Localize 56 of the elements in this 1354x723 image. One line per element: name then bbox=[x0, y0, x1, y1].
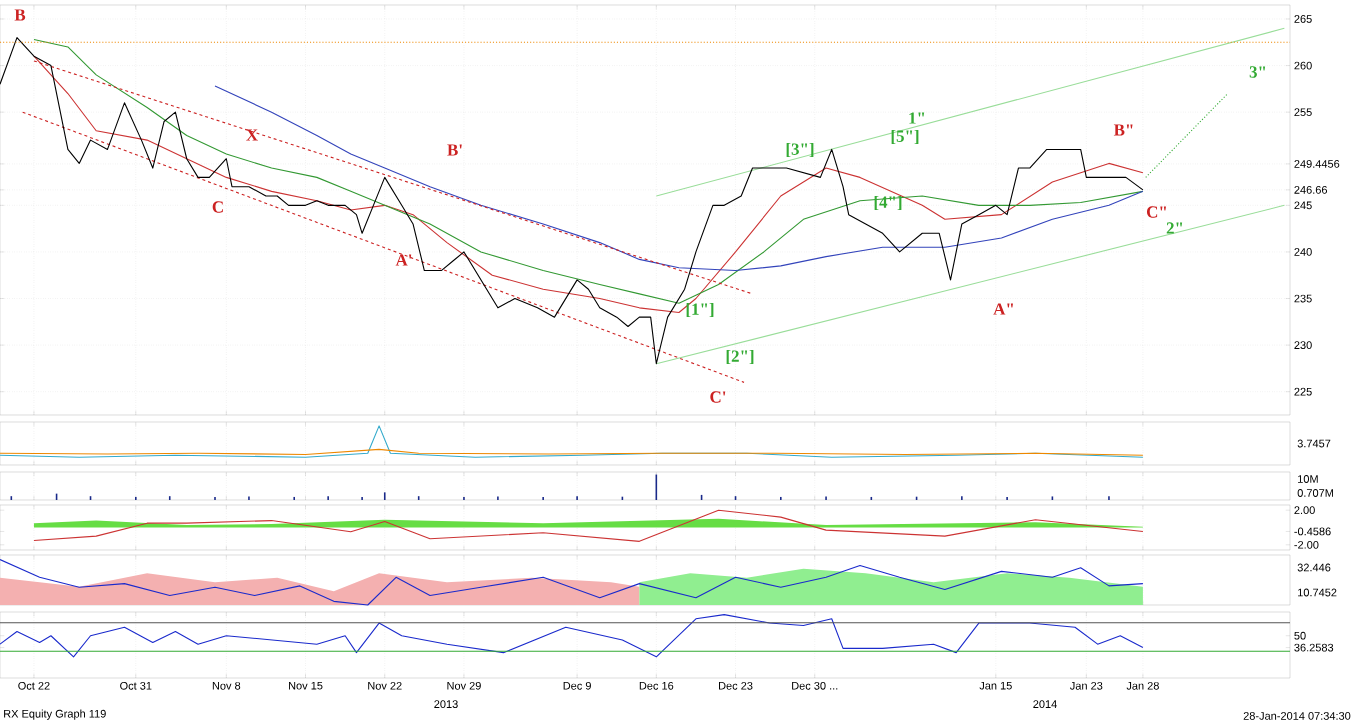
y-tick-label: 50 bbox=[1294, 631, 1306, 640]
line-series bbox=[33, 509, 1144, 542]
x-tick-label: Dec 23 bbox=[719, 681, 753, 690]
text: 2013 bbox=[434, 700, 458, 708]
y-tick-label: 230 bbox=[1294, 341, 1312, 350]
x-tick-label: Dec 30 ... bbox=[792, 681, 838, 690]
annotation: B" bbox=[1113, 124, 1133, 136]
annotation: [3"] bbox=[786, 142, 814, 158]
annotation: B bbox=[14, 9, 26, 21]
text: 10.7452 bbox=[1298, 588, 1337, 597]
text: 2014 bbox=[1033, 700, 1057, 708]
text: 0.707M bbox=[1297, 489, 1333, 497]
y-tick-label: 235 bbox=[1294, 294, 1312, 303]
text: 28-Jan-2014 07:34:30 bbox=[1243, 712, 1351, 720]
y-tick-label: 225 bbox=[1294, 387, 1312, 396]
x-tick-label: Jan 28 bbox=[1126, 681, 1159, 690]
x-tick-label: Oct 22 bbox=[18, 681, 50, 690]
annotation: [4"] bbox=[874, 195, 902, 211]
x-tick-label: Nov 8 bbox=[212, 681, 241, 690]
y-tick-label: 265 bbox=[1294, 15, 1312, 23]
x-tick-label: Dec 16 bbox=[639, 681, 674, 690]
annotation: 1" bbox=[909, 112, 925, 124]
annotation: A' bbox=[395, 254, 412, 266]
annotation: A" bbox=[993, 303, 1013, 315]
annotation: C" bbox=[1146, 206, 1166, 218]
x-tick-label: Jan 23 bbox=[1069, 681, 1103, 690]
text: 3.7457 bbox=[1297, 439, 1331, 448]
x-tick-label: Nov 29 bbox=[447, 681, 481, 690]
y-tick-label: -0.4586 bbox=[1294, 527, 1331, 536]
annotation: C' bbox=[710, 391, 726, 403]
annotation: [1"] bbox=[686, 302, 714, 318]
line-series bbox=[214, 85, 1144, 272]
y-tick-label: 2.00 bbox=[1294, 506, 1315, 515]
annotation: [5"] bbox=[891, 129, 919, 145]
y-tick-label: 260 bbox=[1294, 61, 1312, 70]
annotation: 3" bbox=[1249, 66, 1266, 78]
y-tick-label: -2.00 bbox=[1294, 540, 1319, 549]
y-tick-label: 240 bbox=[1294, 248, 1312, 256]
y-tick-label: 245 bbox=[1294, 201, 1312, 210]
annotation: B' bbox=[447, 144, 462, 156]
annotation: 2" bbox=[1166, 222, 1183, 234]
x-tick-label: Nov 15 bbox=[289, 681, 323, 690]
text: RX Equity Graph 119 bbox=[4, 709, 106, 720]
annotation: C bbox=[212, 201, 223, 213]
y-tick-label: 246.66 bbox=[1294, 185, 1328, 194]
text: 32.446 bbox=[1297, 563, 1331, 572]
y-tick-label: 249.4456 bbox=[1294, 160, 1340, 168]
annotation: [2"] bbox=[726, 349, 754, 365]
x-tick-label: Dec 9 bbox=[563, 681, 591, 690]
x-tick-label: Oct 31 bbox=[120, 681, 152, 690]
y-tick-label: 36.2583 bbox=[1294, 643, 1334, 652]
x-tick-label: Nov 22 bbox=[368, 681, 402, 690]
y-tick-label: 255 bbox=[1294, 108, 1312, 117]
x-tick-label: Jan 15 bbox=[979, 681, 1012, 690]
text: 10M bbox=[1298, 475, 1318, 483]
annotation: X bbox=[246, 129, 258, 141]
